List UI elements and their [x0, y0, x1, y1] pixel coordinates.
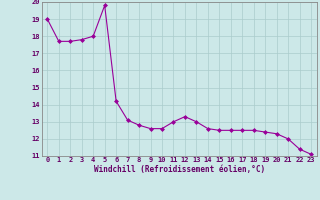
X-axis label: Windchill (Refroidissement éolien,°C): Windchill (Refroidissement éolien,°C): [94, 165, 265, 174]
